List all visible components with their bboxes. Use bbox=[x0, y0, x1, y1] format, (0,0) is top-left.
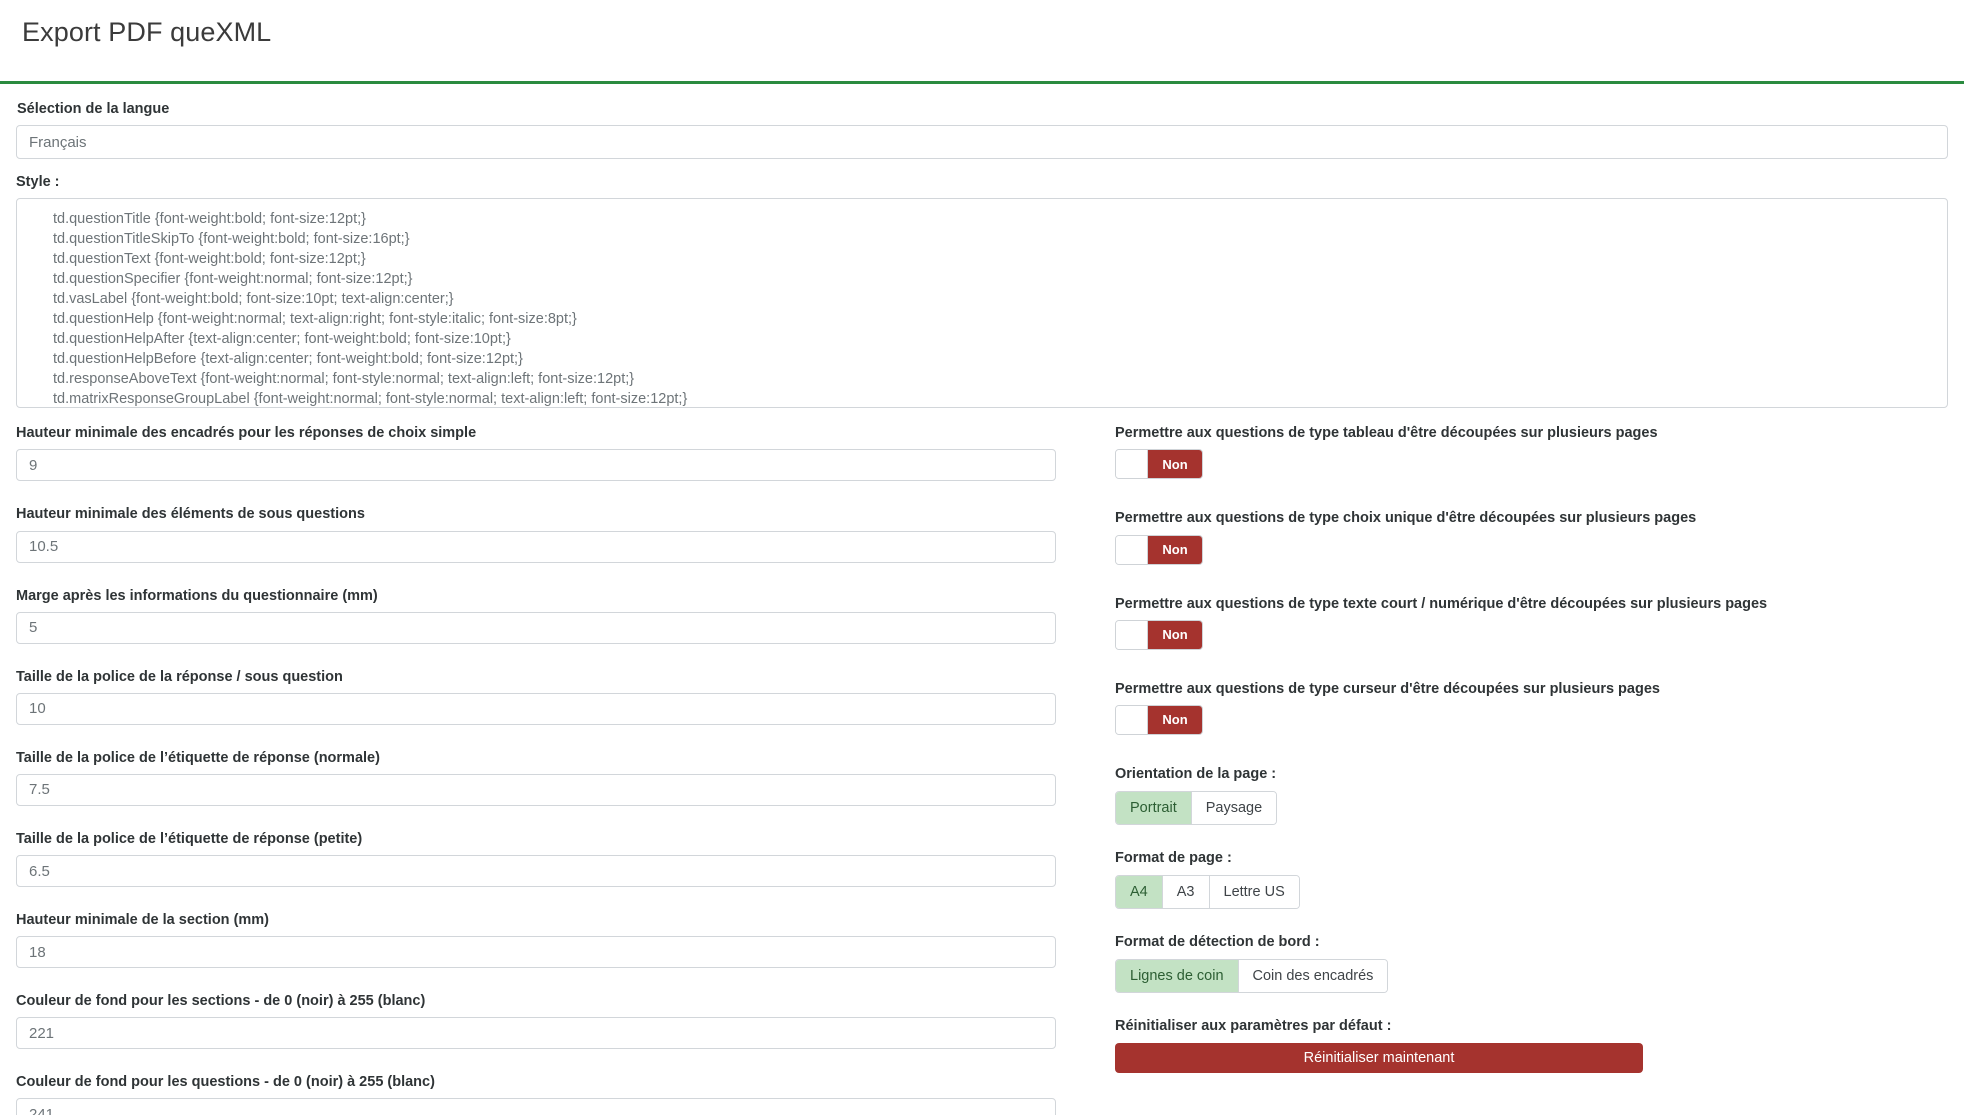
reset-section: Réinitialiser aux paramètres par défaut … bbox=[1115, 1017, 1948, 1074]
toggle-label: Permettre aux questions de type tableau … bbox=[1115, 425, 1658, 442]
setting-field: Couleur de fond pour les questions - de … bbox=[16, 1073, 1056, 1115]
language-section: Sélection de la langue Français bbox=[0, 84, 1964, 160]
toggle-handle[interactable] bbox=[1116, 620, 1148, 649]
language-select[interactable]: Français bbox=[16, 125, 1948, 160]
button-groups-container: Orientation de la page : Portrait Paysage F… bbox=[1115, 765, 1948, 994]
button-group: A4 A3 Lettre US bbox=[1115, 875, 1300, 909]
style-rule-line: td.matrixResponseGroupLabel {font-weight… bbox=[53, 391, 688, 408]
button-group-setting: Format de détection de bord : Lignes de c… bbox=[1115, 933, 1948, 994]
style-rule-line: td.responseAboveText {font-weight:normal… bbox=[53, 371, 635, 388]
setting-field: Taille de la police de la réponse / sous… bbox=[16, 668, 1056, 725]
button-group-setting: Orientation de la page : Portrait Paysage bbox=[1115, 765, 1948, 825]
setting-field: Hauteur minimale des éléments de sous qu… bbox=[16, 505, 1056, 563]
page-title: Export PDF queXML bbox=[22, 17, 272, 47]
settings-columns: Hauteur minimale des encadrés pour les r… bbox=[0, 408, 1964, 1115]
style-rule-line: td.questionHelpBefore {text-align:center… bbox=[53, 351, 523, 368]
button-group-setting: Format de page : A4 A3 Lettre US bbox=[1115, 849, 1948, 909]
language-label: Sélection de la langue bbox=[17, 101, 170, 117]
option-button[interactable]: A4 bbox=[1116, 876, 1163, 908]
button-group-label: Format de détection de bord : bbox=[1115, 934, 1320, 950]
toggle-state-label: Non bbox=[1148, 450, 1202, 479]
setting-input[interactable]: 6.5 bbox=[16, 855, 1056, 887]
toggle-label: Permettre aux questions de type choix un… bbox=[1115, 510, 1697, 527]
setting-field: Hauteur minimale des encadrés pour les r… bbox=[16, 424, 1056, 482]
setting-input[interactable]: 10 bbox=[16, 692, 1056, 725]
toggle-label: Permettre aux questions de type texte co… bbox=[1115, 595, 1768, 612]
style-rule-line: td.questionTitleSkipTo {font-weight:bold… bbox=[53, 231, 410, 248]
toggle-switch[interactable]: Non bbox=[1115, 704, 1203, 735]
setting-input[interactable]: 241 bbox=[16, 1098, 1056, 1115]
setting-input[interactable]: 221 bbox=[16, 1017, 1056, 1050]
setting-label: Taille de la police de l’étiquette de ré… bbox=[16, 749, 380, 766]
style-rule-line: td.questionText {font-weight:bold; font-… bbox=[53, 251, 366, 268]
option-button[interactable]: Lettre US bbox=[1209, 876, 1299, 908]
setting-label: Hauteur minimale des encadrés pour les r… bbox=[16, 425, 477, 442]
option-button[interactable]: A3 bbox=[1162, 876, 1210, 908]
toggle-state-label: Non bbox=[1148, 620, 1202, 649]
setting-input[interactable]: 10.5 bbox=[16, 530, 1056, 563]
page-header: Export PDF queXML bbox=[0, 0, 1964, 64]
option-button[interactable]: Lignes de coin bbox=[1116, 960, 1239, 993]
left-column: Hauteur minimale des encadrés pour les r… bbox=[16, 424, 1081, 1115]
style-rule-line: td.vasLabel {font-weight:bold; font-size… bbox=[53, 291, 454, 308]
toggle-setting: Permettre aux questions de type texte co… bbox=[1115, 595, 1948, 654]
setting-field: Taille de la police de l’étiquette de ré… bbox=[16, 749, 1056, 806]
toggle-setting: Permettre aux questions de type tableau … bbox=[1115, 424, 1948, 483]
toggle-switch[interactable]: Non bbox=[1115, 534, 1203, 565]
button-group: Lignes de coin Coin des encadrés bbox=[1115, 959, 1389, 994]
style-textarea[interactable]: td.questionTitle {font-weight:bold; font… bbox=[16, 198, 1948, 409]
toggle-switch[interactable]: Non bbox=[1115, 449, 1203, 480]
toggle-handle[interactable] bbox=[1116, 705, 1148, 734]
style-section: Style : td.questionTitle {font-weight:bo… bbox=[0, 159, 1964, 409]
button-group-label: Format de page : bbox=[1115, 849, 1232, 866]
right-column: Permettre aux questions de type tableau … bbox=[1081, 424, 1948, 1115]
setting-input[interactable]: 9 bbox=[16, 449, 1056, 482]
setting-field: Marge après les informations du question… bbox=[16, 587, 1056, 644]
toggle-state-label: Non bbox=[1148, 535, 1202, 564]
setting-input[interactable]: 5 bbox=[16, 611, 1056, 644]
style-rule-line: td.questionHelp {font-weight:normal; tex… bbox=[53, 311, 577, 328]
setting-input[interactable]: 18 bbox=[16, 936, 1056, 969]
toggle-setting: Permettre aux questions de type curseur … bbox=[1115, 680, 1948, 739]
setting-label: Taille de la police de la réponse / sous… bbox=[16, 668, 343, 685]
style-rule-line: td.questionHelpAfter {text-align:center;… bbox=[53, 331, 511, 348]
toggle-state-label: Non bbox=[1148, 705, 1202, 734]
toggles-container: Permettre aux questions de type tableau … bbox=[1115, 424, 1948, 739]
toggle-handle[interactable] bbox=[1116, 535, 1148, 564]
option-button[interactable]: Paysage bbox=[1191, 791, 1277, 824]
style-rule-line: td.questionTitle {font-weight:bold; font… bbox=[53, 211, 367, 228]
toggle-handle[interactable] bbox=[1116, 450, 1148, 479]
setting-label: Hauteur minimale des éléments de sous qu… bbox=[16, 506, 365, 523]
setting-field: Hauteur minimale de la section (mm) 18 bbox=[16, 911, 1056, 969]
style-rule-line: td.questionSpecifier {font-weight:normal… bbox=[53, 271, 413, 288]
header-divider bbox=[0, 81, 1964, 84]
setting-label: Taille de la police de l’étiquette de ré… bbox=[16, 830, 363, 847]
setting-input[interactable]: 7.5 bbox=[16, 773, 1056, 806]
button-group-label: Orientation de la page : bbox=[1115, 765, 1277, 782]
toggle-setting: Permettre aux questions de type choix un… bbox=[1115, 509, 1948, 568]
option-button[interactable]: Portrait bbox=[1116, 791, 1192, 824]
toggle-label: Permettre aux questions de type curseur … bbox=[1115, 680, 1660, 697]
style-label: Style : bbox=[16, 174, 60, 191]
setting-label: Hauteur minimale de la section (mm) bbox=[16, 912, 270, 928]
setting-label: Couleur de fond pour les questions - de … bbox=[16, 1074, 435, 1091]
setting-label: Marge après les informations du question… bbox=[16, 587, 378, 604]
setting-field: Couleur de fond pour les sections - de 0… bbox=[16, 992, 1056, 1050]
reset-now-button[interactable]: Réinitialiser maintenant bbox=[1115, 1043, 1643, 1074]
toggle-switch[interactable]: Non bbox=[1115, 619, 1203, 650]
button-group: Portrait Paysage bbox=[1115, 790, 1278, 825]
reset-label: Réinitialiser aux paramètres par défaut … bbox=[1115, 1018, 1392, 1035]
setting-label: Couleur de fond pour les sections - de 0… bbox=[16, 993, 426, 1010]
option-button[interactable]: Coin des encadrés bbox=[1238, 960, 1388, 993]
setting-field: Taille de la police de l’étiquette de ré… bbox=[16, 830, 1056, 887]
